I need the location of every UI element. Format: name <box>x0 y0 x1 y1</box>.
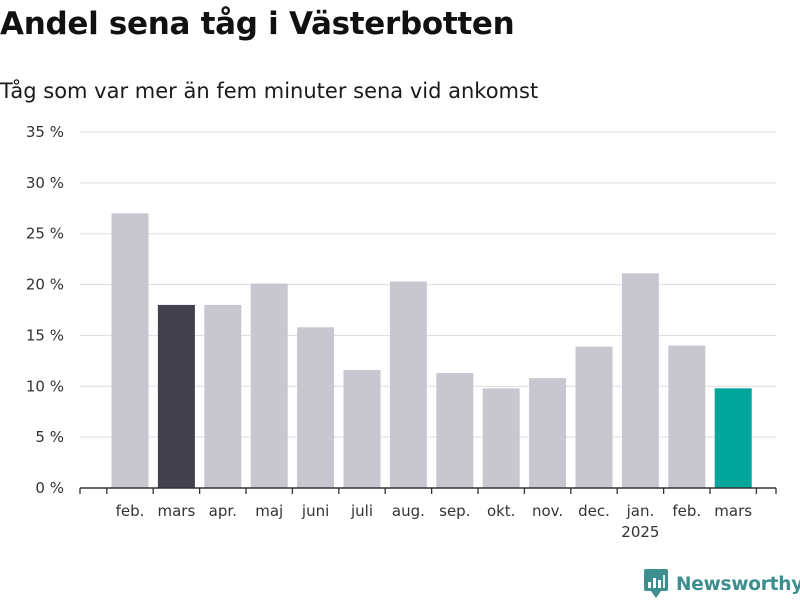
bar <box>204 304 242 488</box>
chart-title: Andel sena tåg i Västerbotten <box>0 6 515 42</box>
x-axis-tick-labels: feb. mars apr. maj juni juli aug. sep. okt. nov. d… <box>116 502 753 541</box>
bar <box>111 213 149 488</box>
y-tick-label: 5 % <box>35 428 64 446</box>
bar <box>157 304 195 488</box>
x-tick-label: sep. <box>439 502 470 520</box>
bars <box>111 213 752 488</box>
gridlines <box>80 131 776 438</box>
bar <box>529 378 567 488</box>
x-tick-label: feb. <box>672 502 701 520</box>
bar <box>250 283 288 488</box>
x-tick-year-label: 2025 <box>621 523 659 541</box>
bar <box>436 373 474 488</box>
x-tick-label: nov. <box>532 502 563 520</box>
y-tick-label: 25 % <box>26 225 64 243</box>
newsworthy-logo-icon <box>644 569 668 598</box>
x-tick-label: apr. <box>209 502 237 520</box>
bar <box>714 388 752 488</box>
bar <box>668 345 706 488</box>
x-tick-label: jan. <box>626 502 655 520</box>
y-tick-label: 35 % <box>26 123 64 141</box>
x-tick-label: okt. <box>487 502 516 520</box>
bar <box>297 327 335 488</box>
bar <box>343 370 381 488</box>
x-axis <box>79 487 777 494</box>
y-tick-label: 30 % <box>26 174 64 192</box>
x-tick-label: mars <box>714 502 752 520</box>
brand-logo[interactable]: Newsworthy <box>644 569 800 599</box>
chart-subtitle: Tåg som var mer än fem minuter sena vid … <box>0 79 539 103</box>
y-tick-label: 20 % <box>26 276 64 294</box>
bar <box>482 388 520 488</box>
x-tick-label: mars <box>158 502 196 520</box>
x-tick-label: juni <box>301 502 329 520</box>
y-tick-label: 0 % <box>35 479 64 497</box>
x-tick-label: dec. <box>578 502 610 520</box>
bar <box>621 273 659 488</box>
bar <box>575 346 613 488</box>
brand-name: Newsworthy <box>676 573 800 595</box>
x-tick-label: juli <box>350 502 373 520</box>
y-tick-label: 10 % <box>26 377 64 395</box>
y-tick-label: 15 % <box>26 326 64 344</box>
bar <box>389 281 427 488</box>
y-axis-tick-labels: 0 % 5 % 10 % 15 % 20 % 25 % 30 % 35 % <box>26 123 64 497</box>
bar-chart: 0 %5 %10 %15 %20 %25 %30 %35 % feb. mars a… <box>26 123 777 541</box>
x-tick-label: feb. <box>116 502 145 520</box>
x-tick-label: maj <box>255 502 283 520</box>
x-tick-label: aug. <box>392 502 425 520</box>
